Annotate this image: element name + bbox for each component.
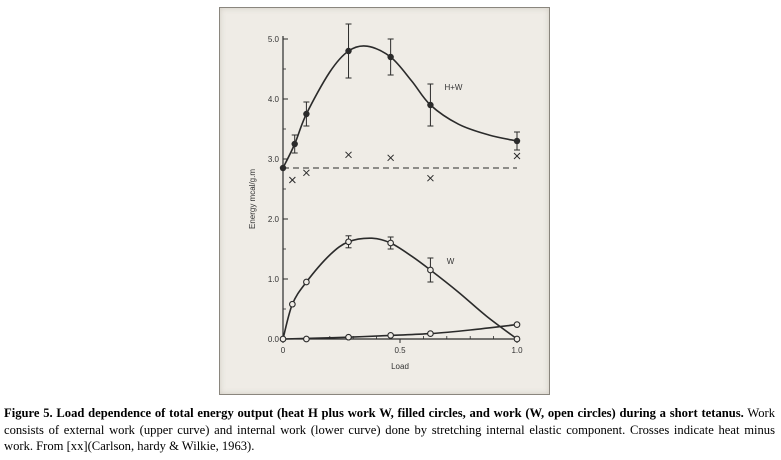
data-point-open: [387, 239, 394, 247]
data-point-filled: [513, 137, 521, 145]
data-point-cross: [513, 152, 521, 160]
data-point-filled: [345, 47, 352, 55]
series-line-2: [282, 237, 518, 340]
data-point-filled: [291, 140, 298, 148]
data-point-filled: [303, 110, 310, 118]
data-point-cross: [387, 154, 394, 162]
figure-caption: Figure 5. Load dependence of total energ…: [4, 405, 775, 455]
data-point-cross: [427, 174, 434, 182]
caption-bold: Figure 5. Load dependence of total energ…: [4, 406, 744, 420]
series-label-w: W: [447, 257, 455, 266]
data-point-open: [303, 335, 310, 343]
data-point-open: [279, 335, 287, 343]
series-line-1: [282, 45, 518, 169]
data-point-open: [345, 333, 352, 341]
figure-panel: [219, 7, 550, 395]
x-tick-label: 0: [281, 346, 286, 355]
data-point-open: [345, 238, 352, 246]
cross-stroke: [289, 176, 296, 184]
chart-axes: [282, 36, 519, 343]
y-tick-label: 1.0: [268, 275, 280, 284]
series-line-3: [282, 323, 518, 340]
series-label-hw: H+W: [444, 83, 462, 92]
cross-stroke: [303, 169, 310, 177]
data-point-open: [513, 335, 521, 343]
data-point-filled: [279, 164, 287, 172]
cross-stroke: [513, 152, 521, 160]
data-point-cross: [289, 176, 296, 184]
y-tick-label: 0.0: [268, 335, 280, 344]
data-point-open: [513, 321, 521, 328]
data-point-open: [289, 300, 296, 308]
cross-stroke: [345, 151, 352, 159]
x-axis-label: Load: [391, 362, 409, 371]
data-point-open: [427, 330, 434, 337]
caption-text: Work consists of external work (upper cu…: [4, 406, 775, 453]
chart-labels: 0.0 1.0 2.0 3.0 4.0 5.0 0 0.5 1.0 Load Energy mcal…: [248, 35, 523, 371]
data-point-filled: [387, 53, 394, 61]
data-point-cross: [303, 169, 310, 177]
chart-marks: [279, 23, 521, 343]
data-point-open: [303, 278, 310, 286]
data-point-filled: [427, 101, 434, 109]
x-tick-label: 1.0: [511, 346, 523, 355]
cross-stroke: [387, 154, 394, 162]
cross-stroke: [427, 174, 434, 182]
y-tick-label: 3.0: [268, 155, 280, 164]
y-tick-label: 2.0: [268, 215, 280, 224]
data-point-open: [387, 332, 394, 339]
x-tick-label: 0.5: [394, 346, 406, 355]
data-point-cross: [345, 151, 352, 159]
y-tick-label: 5.0: [268, 35, 280, 44]
energy-load-chart: 0.0 1.0 2.0 3.0 4.0 5.0 0 0.5 1.0 Load Energy mcal…: [248, 23, 523, 371]
y-tick-label: 4.0: [268, 95, 280, 104]
data-point-open: [427, 266, 434, 274]
y-axis-label: Energy mcal/g.m: [248, 169, 257, 229]
